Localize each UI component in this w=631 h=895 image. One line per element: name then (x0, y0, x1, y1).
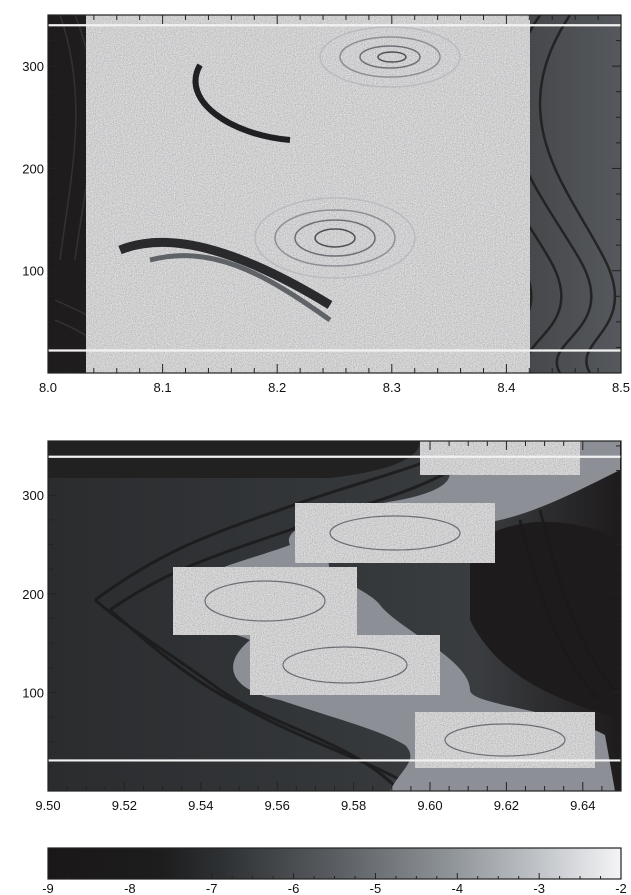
middle-x-tick-label: 9.52 (112, 798, 137, 813)
colorbar-tick-label: -5 (370, 881, 382, 895)
colorbar-tick-label: -4 (452, 881, 464, 895)
middle-x-tick-label: 9.64 (570, 798, 595, 813)
top-vortex-lower (254, 197, 416, 279)
middle-x-tick-label: 9.54 (188, 798, 213, 813)
colorbar-tick-label: -2 (615, 881, 627, 895)
middle-bands (94, 441, 617, 791)
middle-y-ticks: 100 200 300 (22, 445, 621, 767)
top-chaotic-sea (86, 15, 530, 373)
top-x-tick-label: 8.5 (612, 380, 630, 395)
middle-heatmap (48, 441, 621, 791)
colorbar-tick-label: -9 (42, 881, 54, 895)
colorbar-tick-label: -8 (124, 881, 136, 895)
colorbar-ticks: -9 -8 -7 -6 -5 -4 -3 -2 (42, 873, 627, 895)
top-x-tick-label: 8.0 (39, 380, 57, 395)
colorbar-tick-label: -7 (206, 881, 218, 895)
top-y-ticks: 100 200 300 (22, 40, 621, 348)
top-vortex-upper (319, 26, 461, 88)
top-heatmap (48, 15, 621, 373)
middle-x-tick-label: 9.60 (417, 798, 442, 813)
top-x-tick-label: 8.2 (268, 380, 286, 395)
middle-islands (173, 441, 595, 768)
middle-x-ticks: 9.50 9.52 9.54 9.56 9.58 9.60 9.62 9.64 (35, 441, 603, 813)
colorbar-tick-label: -6 (288, 881, 300, 895)
top-x-tick-label: 8.3 (383, 380, 401, 395)
top-panel: 8.0 8.1 8.2 8.3 8.4 8.5 100 200 300 (22, 14, 630, 395)
middle-x-tick-label: 9.62 (494, 798, 519, 813)
colorbar: -9 -8 -7 -6 -5 -4 -3 -2 (42, 847, 627, 895)
middle-x-tick-label: 9.50 (35, 798, 60, 813)
top-x-tick-label: 8.4 (497, 380, 515, 395)
middle-panel: 9.50 9.52 9.54 9.56 9.58 9.60 9.62 9.64 100 200 3… (22, 440, 622, 813)
colorbar-tick-label: -3 (533, 881, 545, 895)
top-x-tick-label: 8.1 (154, 380, 172, 395)
middle-y-tick-label: 100 (22, 685, 44, 700)
middle-y-tick-label: 200 (22, 587, 44, 602)
top-y-tick-label: 300 (22, 59, 44, 74)
middle-x-tick-label: 9.58 (341, 798, 366, 813)
colorbar-gradient (48, 848, 621, 879)
middle-y-tick-label: 300 (22, 488, 44, 503)
top-y-tick-label: 100 (22, 264, 44, 279)
top-y-tick-label: 200 (22, 161, 44, 176)
middle-x-tick-label: 9.56 (265, 798, 290, 813)
top-x-ticks: 8.0 8.1 8.2 8.3 8.4 8.5 (39, 15, 630, 395)
